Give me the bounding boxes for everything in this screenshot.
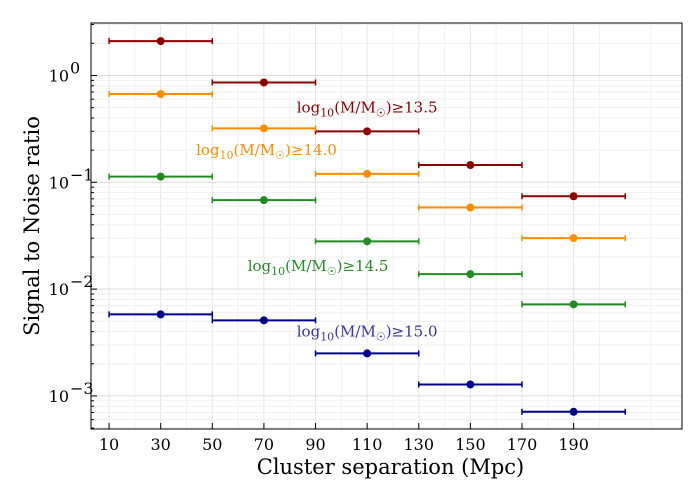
data-point: [569, 234, 578, 243]
series-0: [108, 37, 626, 201]
data-point: [466, 270, 475, 279]
data-point: [156, 37, 165, 46]
data-point: [363, 169, 372, 178]
data-point: [363, 349, 372, 358]
series-3: [108, 310, 626, 416]
y-tick-exponent: 0: [70, 58, 80, 77]
x-tick-label: 130: [403, 435, 434, 454]
y-tick-label: 10: [49, 280, 69, 299]
y-tick-exponent: −3: [70, 379, 94, 398]
grid: [91, 23, 682, 429]
series-label-3: log10(M/M☉)≥15.0: [297, 322, 438, 343]
y-axis-title: Signal to Noise ratio: [20, 116, 44, 336]
x-tick-label: 170: [507, 435, 538, 454]
data-point: [156, 172, 165, 181]
y-tick-exponent: −2: [70, 272, 94, 291]
x-tick-label: 190: [558, 435, 589, 454]
data-point: [569, 407, 578, 416]
data-marks: [108, 37, 626, 416]
y-tick-label: 10: [49, 173, 69, 192]
y-tick-exponent: −1: [70, 165, 94, 184]
series-label-1: log10(M/M☉)≥14.0: [196, 141, 337, 162]
series-label-0: log10(M/M☉)≥13.5: [297, 99, 438, 120]
data-point: [259, 78, 268, 87]
data-point: [363, 237, 372, 246]
y-tick-label: 10: [49, 387, 69, 406]
data-point: [466, 161, 475, 170]
series-label-2: log10(M/M☉)≥14.5: [248, 257, 389, 278]
data-point: [259, 316, 268, 325]
y-tick-label: 10: [49, 66, 69, 85]
series-1: [108, 90, 626, 243]
x-tick-label: 30: [151, 435, 171, 454]
x-tick-label: 10: [99, 435, 119, 454]
x-tick-label: 110: [352, 435, 383, 454]
data-point: [156, 90, 165, 99]
data-point: [466, 203, 475, 212]
data-point: [466, 380, 475, 389]
plot-frame: [90, 22, 683, 430]
data-point: [569, 192, 578, 201]
data-point: [156, 310, 165, 319]
x-axis-title: Cluster separation (Mpc): [257, 455, 524, 479]
data-point: [569, 300, 578, 309]
x-tick-label: 90: [305, 435, 325, 454]
series-2: [108, 172, 626, 309]
x-tick-label: 70: [254, 435, 274, 454]
annotations: log10(M/M☉)≥13.5 log10(M/M☉)≥14.0 log10(M/…: [196, 99, 437, 344]
x-tick-label: 50: [202, 435, 222, 454]
data-point: [259, 124, 268, 133]
x-tick-label: 150: [455, 435, 486, 454]
data-point: [363, 127, 372, 136]
data-point: [259, 196, 268, 205]
